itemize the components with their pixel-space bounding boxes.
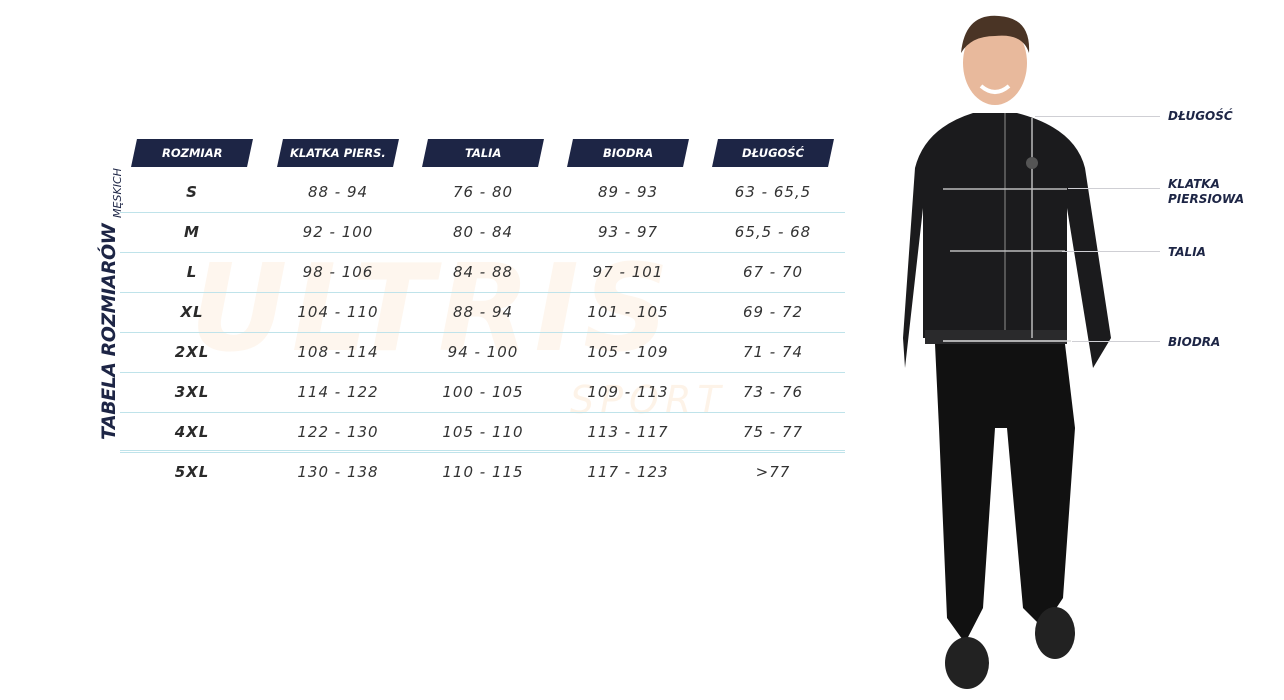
table-row: 5XL 130 - 138 110 - 115 117 - 123 >77 <box>120 453 845 493</box>
smile <box>979 84 1011 94</box>
label-chest-line1: KLATKA <box>1168 177 1220 191</box>
leader-line <box>1068 188 1160 189</box>
cell-waist: 110 - 115 <box>442 463 524 481</box>
label-waist: TALIA <box>1168 245 1206 259</box>
label-length: DŁUGOŚĆ <box>1168 109 1233 123</box>
row-divider <box>120 212 845 213</box>
table-row: M 92 - 100 80 - 84 93 - 97 65,5 - 68 <box>120 213 845 253</box>
cell-length: 75 - 77 <box>742 423 804 441</box>
watermark-logo: ULTRIS <box>190 240 674 379</box>
cell-hips: 113 - 117 <box>587 423 669 441</box>
cell-hips: 93 - 97 <box>597 223 659 241</box>
cell-size: 5XL <box>174 463 210 481</box>
cell-chest: 130 - 138 <box>297 463 379 481</box>
jacket-hem <box>925 330 1067 344</box>
header-hips: BIODRA <box>567 139 689 167</box>
cell-hips: 105 - 109 <box>587 343 669 361</box>
cell-length: 71 - 74 <box>742 343 804 361</box>
header-label: BIODRA <box>602 146 654 160</box>
cell-hips: 89 - 93 <box>597 183 659 201</box>
table-row: 4XL 122 - 130 105 - 110 113 - 117 75 - 77 <box>120 413 845 453</box>
cell-length: 69 - 72 <box>742 303 804 321</box>
cell-hips: 117 - 123 <box>587 463 669 481</box>
header-label: ROZMIAR <box>161 146 223 160</box>
header-length: DŁUGOŚĆ <box>712 139 834 167</box>
cell-size: XL <box>180 303 204 321</box>
label-hips: BIODRA <box>1168 335 1221 349</box>
cell-waist: 105 - 110 <box>442 423 524 441</box>
cell-chest: 92 - 100 <box>302 223 374 241</box>
row-divider <box>120 252 845 253</box>
cell-chest: 122 - 130 <box>297 423 379 441</box>
header-label: DŁUGOŚĆ <box>741 146 804 160</box>
table-row: 3XL 114 - 122 100 - 105 109 - 113 73 - 76 <box>120 373 845 413</box>
cell-chest: 98 - 106 <box>302 263 374 281</box>
row-divider <box>120 292 845 293</box>
cell-waist: 94 - 100 <box>447 343 519 361</box>
row-divider <box>120 372 845 373</box>
header-size: ROZMIAR <box>131 139 253 167</box>
cell-chest: 108 - 114 <box>297 343 379 361</box>
row-divider <box>120 412 845 413</box>
row-divider <box>120 452 845 453</box>
label-chest: KLATKA PIERSIOWA <box>1168 177 1244 207</box>
header-label: TALIA <box>464 146 502 160</box>
cell-length: >77 <box>755 463 791 481</box>
jacket <box>903 113 1111 368</box>
left-shoe <box>945 637 989 689</box>
cell-hips: 101 - 105 <box>587 303 669 321</box>
hair <box>961 15 1030 53</box>
cell-size: 4XL <box>174 423 210 441</box>
header-chest: KLATKA PIERS. <box>277 139 399 167</box>
cell-hips: 97 - 101 <box>592 263 664 281</box>
head <box>963 21 1027 105</box>
title-main: TABELA ROZMIARÓW <box>98 223 120 440</box>
table-row: L 98 - 106 84 - 88 97 - 101 67 - 70 <box>120 253 845 293</box>
leader-line <box>1035 116 1160 117</box>
leader-line <box>1062 251 1160 252</box>
right-shoe <box>1035 607 1075 659</box>
header-waist: TALIA <box>422 139 544 167</box>
label-chest-line2: PIERSIOWA <box>1168 192 1245 206</box>
table-row: XL 104 - 110 88 - 94 101 - 105 69 - 72 <box>120 293 845 333</box>
table-row: S 88 - 94 76 - 80 89 - 93 63 - 65,5 <box>120 173 845 213</box>
cell-waist: 76 - 80 <box>452 183 514 201</box>
cell-chest: 104 - 110 <box>297 303 379 321</box>
cell-waist: 84 - 88 <box>452 263 514 281</box>
header-label: KLATKA PIERS. <box>290 146 386 160</box>
cell-hips: 109 - 113 <box>587 383 669 401</box>
cell-length: 63 - 65,5 <box>734 183 812 201</box>
cell-chest: 114 - 122 <box>297 383 379 401</box>
cell-length: 73 - 76 <box>742 383 804 401</box>
watermark-logo-sub: SPORT <box>570 378 727 422</box>
cell-length: 65,5 - 68 <box>734 223 812 241</box>
cell-size: S <box>186 183 198 201</box>
leader-line <box>1072 341 1160 342</box>
tights <box>935 344 1075 643</box>
table-row: 2XL 108 - 114 94 - 100 105 - 109 71 - 74 <box>120 333 845 373</box>
cell-length: 67 - 70 <box>742 263 804 281</box>
cell-chest: 88 - 94 <box>307 183 369 201</box>
brand-logo-icon <box>1026 157 1038 169</box>
cell-waist: 88 - 94 <box>452 303 514 321</box>
cell-size: 3XL <box>174 383 210 401</box>
model-figure <box>903 15 1111 689</box>
cell-size: M <box>184 223 200 241</box>
cell-waist: 80 - 84 <box>452 223 514 241</box>
row-divider <box>120 332 845 333</box>
cell-size: L <box>186 263 198 281</box>
cell-size: 2XL <box>174 343 210 361</box>
cell-waist: 100 - 105 <box>442 383 524 401</box>
table-title: TABELA ROZMIARÓWMĘSKICH <box>98 168 124 440</box>
